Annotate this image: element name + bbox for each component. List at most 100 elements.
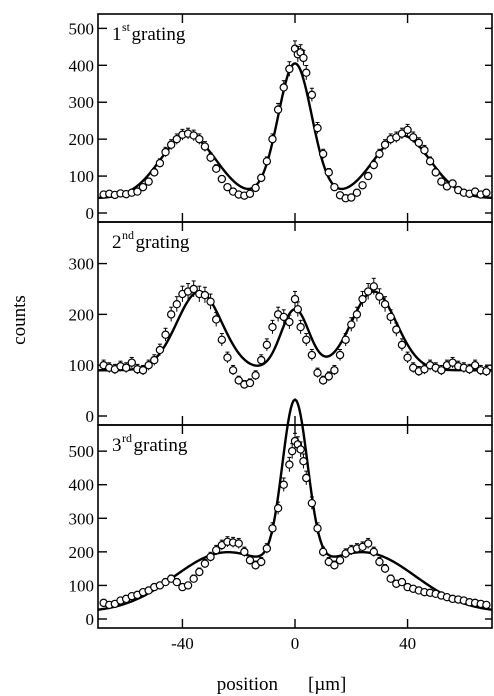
x-tick-label: -40 [171, 634, 194, 653]
data-point [166, 310, 176, 319]
data-point [245, 556, 255, 565]
data-point [290, 294, 300, 304]
y-tick-label: 300 [69, 93, 95, 112]
data-point [273, 504, 283, 513]
data-point [206, 297, 215, 306]
data-point [183, 581, 193, 590]
data-point [161, 147, 170, 157]
data-point [287, 446, 297, 456]
data-point [296, 445, 305, 454]
data-point [206, 153, 215, 162]
panel-title: 3 [112, 435, 122, 456]
data-point [318, 149, 328, 159]
data-point [313, 524, 322, 533]
data-point [302, 473, 311, 483]
data-point [279, 83, 288, 92]
data-point [189, 131, 198, 140]
data-point [138, 182, 148, 192]
data-point [206, 552, 215, 562]
data-point [172, 577, 181, 587]
data-point [279, 480, 288, 489]
data-point [380, 300, 390, 309]
data-point [150, 168, 159, 177]
panel-title: 2 [112, 232, 122, 253]
data-point [195, 567, 204, 577]
data-point [144, 177, 153, 186]
data-point [195, 134, 204, 144]
data-point [293, 305, 303, 314]
data-point [313, 123, 322, 133]
data-point [217, 174, 227, 184]
data-point [285, 317, 294, 327]
x-axis-unit: [µm] [308, 674, 346, 695]
data-point [279, 312, 288, 322]
data-point [234, 376, 243, 385]
data-point [397, 340, 407, 350]
data-point [470, 360, 480, 370]
data-point [386, 574, 395, 583]
x-tick-label: 40 [399, 634, 416, 653]
data-point [369, 160, 378, 170]
data-point [347, 193, 356, 202]
data-point [363, 539, 373, 548]
data-point [268, 134, 277, 144]
y-tick-label: 500 [69, 442, 95, 461]
data-point [257, 173, 266, 183]
data-point [127, 358, 136, 367]
data-point [166, 140, 176, 149]
data-point [363, 171, 373, 181]
data-point [352, 188, 362, 197]
data-point [375, 292, 384, 301]
data-point [296, 322, 305, 332]
data-point [262, 340, 272, 350]
y-tick-label: 300 [69, 509, 95, 528]
data-point [403, 125, 412, 135]
data-point [318, 376, 328, 385]
data-point [211, 315, 221, 324]
data-point [251, 371, 260, 380]
data-point [380, 140, 390, 149]
data-point [335, 556, 345, 565]
data-point [155, 345, 165, 355]
panel-title-superscript: nd [122, 228, 134, 242]
data-point [257, 557, 266, 567]
data-point [268, 524, 277, 533]
data-point [161, 330, 170, 339]
data-point [431, 168, 440, 177]
panel-title-rest: grating [134, 435, 188, 456]
y-tick-label: 400 [69, 56, 95, 75]
panel-title-superscript: st [122, 20, 131, 34]
data-point [369, 547, 378, 557]
panel-title-superscript: rd [122, 431, 132, 445]
data-point [285, 64, 294, 74]
data-point [172, 300, 181, 309]
data-point [437, 366, 446, 375]
data-point [307, 90, 317, 100]
y-tick-label: 0 [86, 407, 95, 426]
data-point [358, 294, 367, 304]
data-point [375, 557, 384, 567]
data-point [358, 181, 367, 190]
data-point [341, 335, 350, 344]
data-point [302, 68, 311, 77]
data-point [234, 539, 243, 548]
data-point [121, 363, 131, 372]
panel-title-rest: grating [132, 24, 186, 45]
data-point [425, 157, 435, 166]
data-point [299, 457, 308, 466]
fit-curve [97, 62, 493, 200]
data-point [144, 360, 153, 370]
panel-title-rest: grating [136, 232, 190, 253]
data-point [482, 367, 491, 376]
x-tick-label: 0 [291, 634, 300, 653]
data-point [375, 149, 384, 159]
data-point [228, 366, 238, 375]
data-point [313, 368, 322, 378]
data-point [363, 287, 373, 296]
data-point [307, 498, 317, 508]
data-point [465, 365, 474, 374]
